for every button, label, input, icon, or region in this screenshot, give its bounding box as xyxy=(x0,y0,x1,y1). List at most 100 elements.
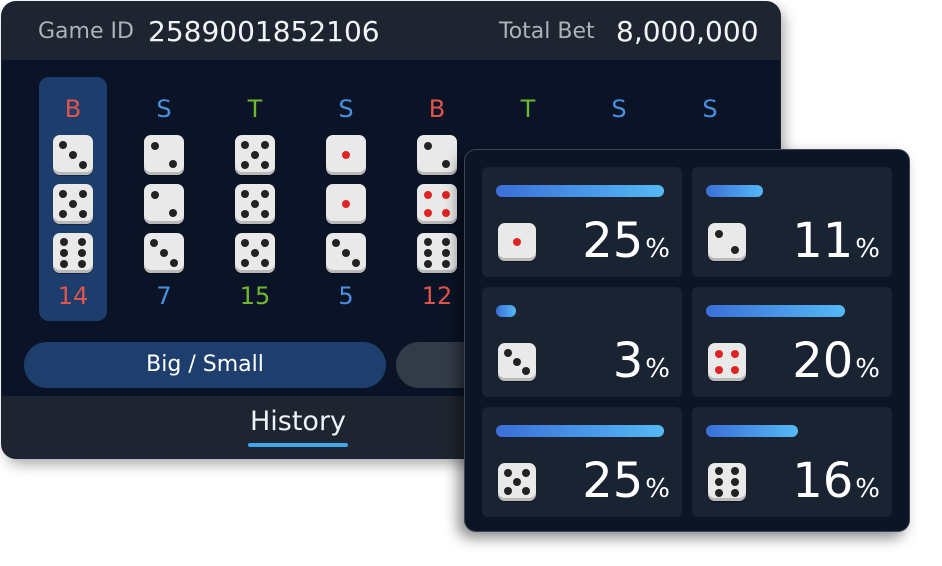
die-pip xyxy=(342,249,350,257)
die-one-icon xyxy=(498,223,536,261)
die-two-icon xyxy=(144,184,184,224)
game-id-label: Game ID xyxy=(38,19,134,44)
percentage-value: 25 xyxy=(582,213,644,269)
die-pip xyxy=(714,366,723,375)
frequency-bar xyxy=(706,425,874,437)
history-round-column[interactable]: B 14 xyxy=(39,77,107,321)
die-one-icon xyxy=(326,184,366,224)
round-result-letter: S xyxy=(611,95,627,123)
round-result-letter: S xyxy=(156,95,172,123)
dice-stats-popup: 25% 11% 3% 20% 25% 16% xyxy=(464,149,910,532)
round-result-letter: B xyxy=(428,95,446,123)
big-small-button[interactable]: Big / Small xyxy=(24,342,386,388)
die-six-icon xyxy=(417,233,457,273)
die-pip xyxy=(342,151,350,159)
percent-sign: % xyxy=(855,234,880,264)
history-round-column[interactable]: B 12 xyxy=(403,77,471,321)
frequency-bar-fill xyxy=(496,305,517,317)
round-total: 14 xyxy=(57,282,89,310)
round-total: 12 xyxy=(421,282,453,310)
die-pip xyxy=(731,349,740,358)
percentage-value: 16 xyxy=(792,453,854,509)
die-pip xyxy=(78,190,87,199)
die-pip xyxy=(260,141,269,150)
percent-sign: % xyxy=(645,234,670,264)
die-pip xyxy=(241,209,250,218)
round-result-letter: T xyxy=(520,95,536,123)
die-six-icon xyxy=(53,233,93,273)
die-five-icon xyxy=(235,233,275,273)
die-pip xyxy=(424,260,433,269)
die-pip xyxy=(714,478,723,486)
die-pip xyxy=(513,358,521,366)
die-pip xyxy=(77,237,86,246)
face-stat-card: 3% xyxy=(482,287,682,397)
die-four-icon xyxy=(417,184,457,224)
die-pip xyxy=(160,249,168,257)
round-result-letter: B xyxy=(64,95,82,123)
face-percentage: 25% xyxy=(582,213,670,277)
percentage-value: 11 xyxy=(792,213,854,269)
frequency-bar-fill xyxy=(496,185,664,197)
round-result-letter: S xyxy=(338,95,354,123)
frequency-bar-fill xyxy=(496,425,664,437)
total-bet-label: Total Bet xyxy=(499,19,595,44)
round-result-letter: S xyxy=(702,95,718,123)
die-pip xyxy=(503,487,512,496)
die-pip xyxy=(251,200,259,208)
history-tab-underline xyxy=(248,443,348,447)
die-pip xyxy=(77,260,86,269)
face-stat-card: 25% xyxy=(482,167,682,277)
die-pip xyxy=(441,191,450,200)
die-pip xyxy=(241,258,250,267)
history-round-column[interactable]: S xyxy=(676,77,744,321)
face-stat-card: 11% xyxy=(692,167,892,277)
die-pip xyxy=(342,200,350,208)
frequency-bar-fill xyxy=(706,185,764,197)
die-pip xyxy=(150,239,159,248)
face-percentage: 20% xyxy=(792,333,880,397)
frequency-bar xyxy=(496,425,664,437)
die-pip xyxy=(731,467,740,476)
die-pip xyxy=(522,468,531,477)
die-two-icon xyxy=(417,135,457,175)
percent-sign: % xyxy=(645,474,670,504)
die-pip xyxy=(441,208,450,217)
history-round-column[interactable]: T xyxy=(494,77,562,321)
history-round-column[interactable]: T 15 xyxy=(221,77,289,321)
die-pip xyxy=(424,249,433,257)
die-pip xyxy=(503,348,512,357)
frequency-bar xyxy=(496,185,664,197)
die-pip xyxy=(424,208,433,217)
history-tab[interactable]: History xyxy=(249,406,347,437)
die-pip xyxy=(424,191,433,200)
round-total: 5 xyxy=(338,282,354,310)
die-two-icon xyxy=(144,135,184,175)
die-pip xyxy=(151,142,160,151)
die-five-icon xyxy=(235,135,275,175)
die-five-icon xyxy=(235,184,275,224)
die-pip xyxy=(59,209,68,218)
die-pip xyxy=(441,260,450,269)
die-pip xyxy=(260,258,269,267)
die-pip xyxy=(77,249,86,257)
percent-sign: % xyxy=(855,354,880,384)
die-pip xyxy=(513,238,521,246)
die-pip xyxy=(332,239,341,248)
die-pip xyxy=(251,249,259,257)
frequency-bar xyxy=(496,305,664,317)
percent-sign: % xyxy=(645,354,670,384)
history-round-column[interactable]: S xyxy=(585,77,653,321)
die-pip xyxy=(241,190,250,199)
face-stat-card: 16% xyxy=(692,407,892,517)
die-pip xyxy=(731,488,740,497)
die-pip xyxy=(714,488,723,497)
die-pip xyxy=(260,239,269,248)
die-pip xyxy=(522,487,531,496)
die-pip xyxy=(60,260,69,269)
total-bet-value: 8,000,000 xyxy=(616,15,759,48)
die-pip xyxy=(260,209,269,218)
die-pip xyxy=(503,468,512,477)
